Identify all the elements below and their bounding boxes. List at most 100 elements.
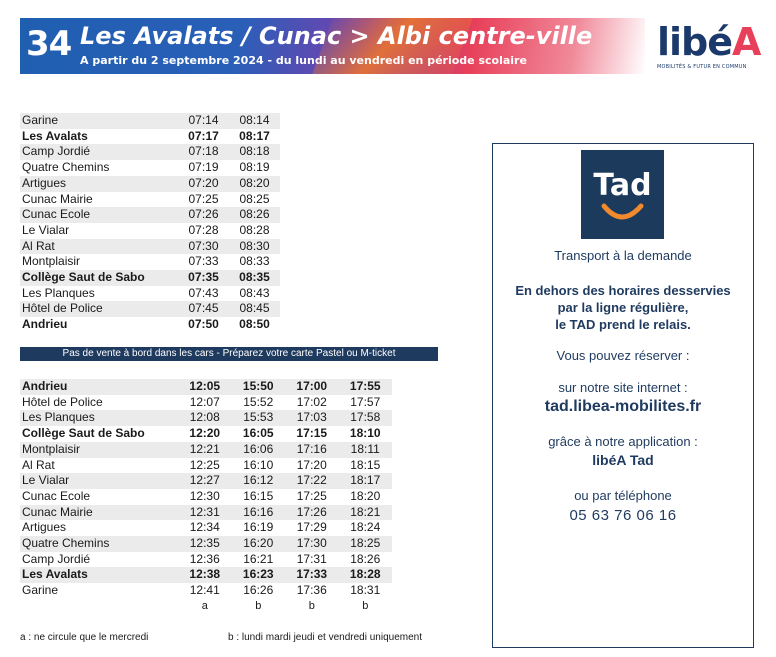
departure-time: 16:26 — [243, 583, 274, 598]
departure-time: 16:23 — [231, 567, 285, 584]
stop-name: Collège Saut de Sabo — [22, 426, 145, 441]
stop-name: Quatre Chemins — [22, 160, 110, 175]
departure-time: 16:06 — [231, 441, 285, 458]
departure-time: 16:20 — [231, 536, 285, 552]
stop-name: Cunac Ecole — [22, 488, 91, 503]
departure-time: 12:21 — [178, 441, 232, 458]
stop-name: Les Avalats — [22, 128, 88, 143]
departure-time: 08:19 — [239, 160, 270, 175]
table-row: Andrieu 12:05 15:50 17:00 17:55 — [20, 379, 392, 395]
table-row: Le Vialar 12:27 16:12 17:22 18:17 — [20, 473, 392, 489]
departure-time: 16:16 — [231, 504, 285, 521]
timetable-outbound: Garine 07:14 08:14 Les Avalats 07:17 08:17 Cam… — [20, 113, 280, 333]
departure-time: 17:57 — [350, 394, 381, 409]
table-row: Montplaisir 07:33 08:33 — [20, 254, 280, 270]
footnote-a: a : ne circule que le mercredi — [20, 632, 149, 643]
departure-time: 07:14 — [178, 113, 229, 129]
tad-subtitle: Transport à la demande — [554, 248, 692, 263]
departure-time: 16:21 — [243, 551, 274, 566]
table-row: Les Planques 07:43 08:43 — [20, 286, 280, 302]
stop-name: Andrieu — [22, 317, 68, 332]
departure-time: 08:33 — [239, 254, 270, 269]
stop-name: Les Planques — [22, 285, 95, 300]
departure-time: 07:43 — [188, 285, 219, 300]
departure-time: 16:10 — [243, 457, 274, 472]
stop-name: Montplaisir — [20, 441, 178, 458]
stop-name: Montplaisir — [22, 254, 81, 269]
service-note: b — [255, 599, 262, 612]
departure-time: 08:20 — [229, 175, 280, 192]
table-row: Quatre Chemins 07:19 08:19 — [20, 160, 280, 176]
table-row: Cunac Ecole 12:30 16:15 17:25 18:20 — [20, 489, 392, 505]
departure-time: 08:50 — [239, 317, 270, 332]
stop-name: Hôtel de Police — [22, 394, 103, 409]
stop-name: Artigues — [22, 520, 67, 535]
departure-time: 17:30 — [285, 536, 339, 552]
service-note: b — [362, 599, 369, 612]
departure-time: 18:26 — [350, 551, 381, 566]
table-row: Cunac Mairie 12:31 16:16 17:26 18:21 — [20, 504, 392, 521]
tad-phone-label: ou par téléphone — [574, 488, 672, 503]
tad-info: En dehors des horaires desservies par la… — [515, 283, 731, 332]
stop-name: Garine — [22, 583, 59, 598]
smile-icon — [601, 203, 644, 220]
departure-time: 18:24 — [350, 520, 381, 535]
table-row: Les Avalats 07:17 08:17 — [20, 129, 280, 145]
departure-time: 07:50 — [188, 317, 219, 332]
departure-time: 12:07 — [189, 394, 220, 409]
stop-name: Le Vialar — [22, 222, 70, 237]
departure-time: 16:05 — [242, 426, 274, 441]
departure-time: 15:52 — [243, 394, 274, 409]
departure-time: 12:31 — [178, 504, 232, 521]
tad-site-label: sur notre site internet : — [558, 380, 688, 395]
departure-time: 12:41 — [189, 583, 220, 598]
table-row: Cunac Ecole 07:26 08:26 — [20, 207, 280, 223]
departure-time: 17:00 — [285, 379, 339, 395]
libea-logo: libéA MOBILITÉS & FUTUR EN COMMUN — [655, 18, 765, 74]
stop-name: Collège Saut de Sabo — [20, 270, 178, 286]
table-row: Les Avalats 12:38 16:23 17:33 18:28 — [20, 567, 392, 584]
departure-time: 08:26 — [229, 207, 280, 223]
stop-name: Al Rat — [22, 457, 55, 472]
notes-spacer — [20, 599, 178, 615]
departure-time: 08:25 — [239, 191, 270, 206]
logo-wordmark: libéA — [657, 20, 761, 64]
departure-time: 17:55 — [338, 379, 392, 395]
departure-time: 18:15 — [350, 457, 381, 472]
departure-time: 12:34 — [189, 520, 220, 535]
stop-name: Al Rat — [20, 238, 178, 255]
table-row: Artigues 12:34 16:19 17:29 18:24 — [20, 520, 392, 536]
table-row: Artigues 07:20 08:20 — [20, 175, 280, 192]
departure-time: 18:31 — [350, 583, 381, 598]
departure-time: 17:15 — [296, 426, 328, 441]
table-row: Garine 07:14 08:14 — [20, 113, 280, 129]
departure-time: 07:45 — [178, 301, 229, 318]
table-row: Montplaisir 12:21 16:06 17:16 18:11 — [20, 441, 392, 458]
line-number: 34 — [26, 24, 72, 64]
route-subtitle: A partir du 2 septembre 2024 - du lundi … — [80, 54, 527, 67]
table-row: Cunac Mairie 07:25 08:25 — [20, 192, 280, 208]
departure-time: 17:31 — [296, 551, 327, 566]
tad-site-link[interactable]: tad.libea-mobilites.fr — [544, 398, 702, 415]
route-title: Les Avalats / Cunac > Albi centre-ville — [80, 22, 593, 50]
departure-time: 18:25 — [338, 536, 392, 552]
departure-time: 12:30 — [189, 488, 220, 503]
departure-time: 18:21 — [338, 504, 392, 521]
departure-time: 15:53 — [231, 410, 285, 427]
departure-time: 07:26 — [178, 207, 229, 223]
departure-time: 12:36 — [189, 551, 220, 566]
tad-app-label: grâce à notre application : — [548, 434, 698, 449]
tad-phone-number[interactable]: 05 63 76 06 16 — [569, 507, 677, 524]
stop-name: Andrieu — [20, 379, 178, 395]
tad-logo-text: Tad — [593, 168, 652, 203]
table-row: Garine 12:41 16:26 17:36 18:31 — [20, 583, 392, 599]
departure-time: 16:19 — [243, 520, 274, 535]
departure-time: 07:20 — [178, 175, 229, 192]
sale-notice: Pas de vente à bord dans les cars - Prép… — [20, 347, 438, 361]
stop-name: Les Avalats — [20, 567, 178, 584]
timetable-return: Andrieu 12:05 15:50 17:00 17:55 Hôtel de Poli… — [20, 379, 392, 615]
departure-time: 17:20 — [296, 457, 327, 472]
tad-app-name: libéA Tad — [592, 452, 654, 468]
table-row: Hôtel de Police 07:45 08:45 — [20, 301, 280, 318]
